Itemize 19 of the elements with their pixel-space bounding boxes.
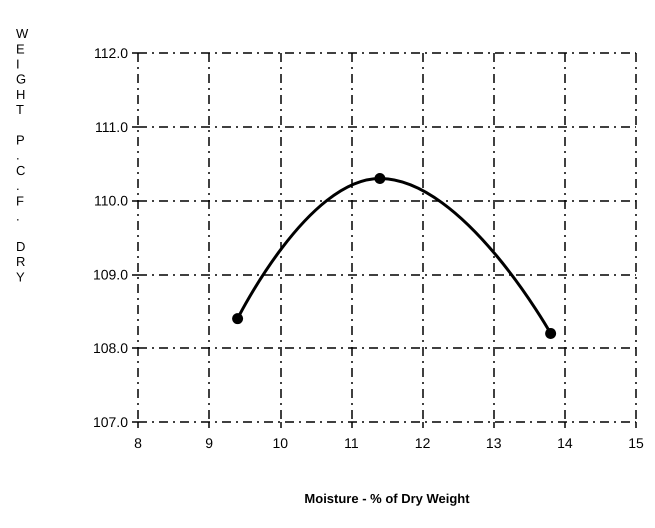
point — [374, 172, 386, 184]
x-tick-label: 14 — [557, 435, 573, 451]
x-tick-label: 9 — [205, 435, 214, 451]
y-tick-label: 111.0 — [95, 118, 128, 135]
x-tick-label: 10 — [272, 435, 288, 451]
point — [545, 328, 556, 339]
x-tick-label: 13 — [486, 435, 502, 451]
y-tick-label: 112.0 — [94, 45, 128, 61]
x-tick-label: 15 — [628, 435, 644, 451]
x-axis-title: Moisture - % of Dry Weight — [304, 491, 470, 506]
y-tick-label: 110.0 — [94, 192, 128, 209]
text: WEIGHT P.C.F. DRY — [16, 26, 28, 284]
y-tick-label: 109.0 — [92, 266, 128, 282]
y-tick-label: 107.0 — [92, 414, 128, 430]
x-tick-label: 11 — [344, 435, 359, 451]
y-tick-label: 108.0 — [92, 340, 128, 356]
x-tick-label: 12 — [414, 435, 431, 451]
x-tick-label: 8 — [134, 435, 142, 451]
point — [232, 313, 244, 324]
